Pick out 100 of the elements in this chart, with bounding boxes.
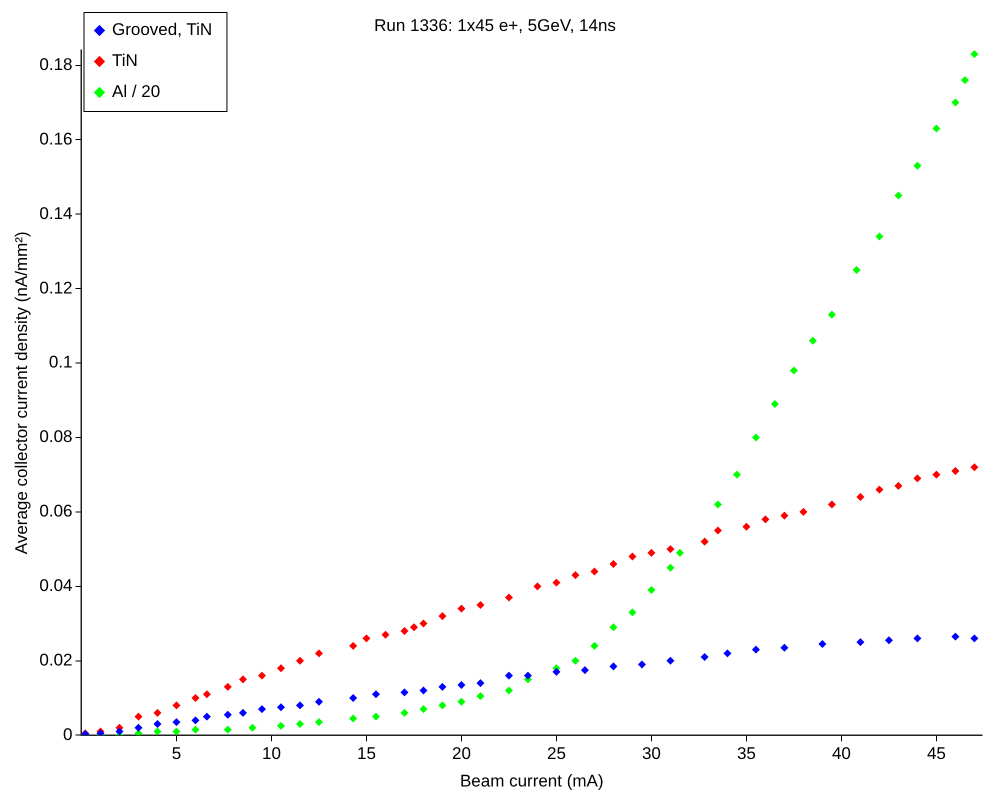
point — [276, 664, 285, 672]
point — [913, 634, 922, 642]
point — [153, 727, 162, 736]
point — [932, 470, 940, 479]
point — [314, 698, 323, 706]
point — [666, 545, 674, 554]
point — [676, 548, 684, 557]
point — [172, 701, 180, 710]
point — [191, 726, 200, 734]
point — [856, 493, 864, 502]
x-tick-label: 40 — [832, 744, 851, 764]
point — [700, 653, 709, 662]
point — [372, 690, 380, 698]
point — [238, 708, 247, 717]
x-tick-label: 45 — [926, 744, 946, 764]
legend-label: TiN — [112, 51, 138, 70]
point — [580, 666, 589, 674]
point — [410, 623, 418, 632]
point — [349, 642, 358, 650]
point — [153, 708, 162, 717]
point — [638, 660, 646, 668]
point — [894, 482, 902, 490]
point — [457, 698, 466, 706]
y-tick-label: 0.1 — [48, 352, 72, 372]
point — [238, 675, 247, 684]
point — [828, 500, 836, 508]
point — [970, 50, 978, 58]
point — [400, 708, 408, 717]
y-tick-label: 0.12 — [39, 278, 72, 298]
point — [714, 526, 722, 535]
point — [856, 638, 864, 646]
point — [258, 672, 266, 680]
point — [314, 649, 323, 658]
point — [571, 571, 580, 580]
chart-title: Run 1336: 1x45 e+, 5GeV, 14ns — [374, 16, 616, 35]
point — [258, 705, 266, 714]
y-tick-label: 0.14 — [39, 204, 72, 223]
point — [960, 76, 969, 84]
point — [752, 646, 760, 654]
point — [504, 593, 513, 602]
point — [884, 636, 893, 644]
point — [932, 124, 940, 133]
y-tick-label: 0.08 — [39, 427, 72, 446]
point — [590, 567, 598, 576]
x-tick-label: 30 — [642, 744, 661, 764]
point — [742, 522, 750, 531]
point — [780, 644, 788, 652]
point — [419, 686, 428, 695]
point — [951, 632, 960, 641]
point — [296, 656, 304, 665]
point — [590, 642, 598, 650]
point — [875, 486, 884, 494]
point — [400, 688, 408, 696]
point — [153, 720, 162, 728]
point — [504, 672, 513, 680]
point — [875, 232, 884, 240]
point — [828, 310, 836, 319]
point — [296, 720, 304, 728]
point — [224, 710, 232, 719]
point — [552, 578, 560, 587]
point — [134, 724, 142, 732]
point — [172, 727, 180, 736]
point — [761, 515, 770, 524]
point — [970, 634, 978, 642]
point — [381, 630, 390, 639]
point — [202, 712, 211, 721]
y-tick-label: 0.02 — [39, 650, 72, 670]
y-tick-label: 0.04 — [39, 576, 72, 596]
x-tick-label: 5 — [172, 744, 182, 764]
point — [314, 718, 323, 726]
point — [276, 722, 285, 730]
point — [349, 694, 358, 702]
point — [951, 466, 960, 475]
x-tick-label: 10 — [262, 744, 281, 764]
point — [666, 564, 674, 572]
point — [628, 608, 636, 616]
point — [780, 512, 788, 520]
point — [349, 714, 358, 722]
point — [191, 716, 200, 724]
point — [457, 604, 466, 613]
point — [115, 727, 124, 736]
point — [552, 668, 560, 676]
y-tick-label: 0.16 — [39, 129, 72, 148]
point — [134, 712, 142, 721]
y-axis-title: Average collector current density (nA/mm²) — [12, 231, 31, 554]
point — [372, 712, 380, 721]
point — [438, 612, 446, 620]
point — [951, 98, 960, 107]
point — [732, 470, 741, 479]
point — [476, 679, 484, 688]
point — [476, 692, 484, 700]
point — [276, 703, 285, 712]
point — [752, 433, 760, 442]
y-tick-label: 0.06 — [39, 502, 72, 521]
point — [524, 672, 532, 680]
point — [609, 662, 618, 670]
point — [419, 620, 428, 628]
point — [438, 682, 446, 691]
point — [913, 474, 922, 482]
point — [970, 463, 978, 472]
